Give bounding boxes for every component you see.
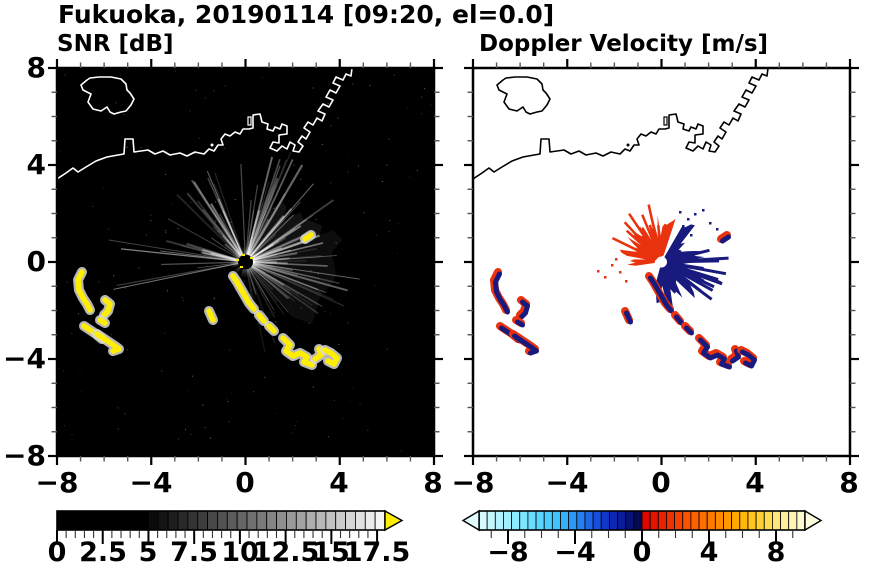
- colorbar-tick-label: −8: [487, 537, 529, 568]
- colorbar-tick-label: 0: [632, 537, 652, 568]
- x-tick-label: −8: [35, 466, 79, 499]
- figure-title: Fukuoka, 20190114 [09:20, el=0.0]: [58, 0, 555, 29]
- x-tick-label: 4: [329, 466, 349, 499]
- snr-panel-title: SNR [dB]: [57, 31, 174, 57]
- x-tick-label: 8: [839, 466, 859, 499]
- colorbar-tick-label: 10: [221, 537, 259, 568]
- doppler-colorbar: [461, 509, 823, 544]
- colorbar-tick-label: 2.5: [79, 537, 127, 568]
- x-tick-label: −8: [451, 466, 495, 499]
- x-tick-label: 4: [745, 466, 765, 499]
- y-tick-label: −4: [3, 342, 46, 375]
- y-tick-label: 0: [26, 245, 46, 278]
- doppler-map-panel: [464, 59, 859, 465]
- colorbar-tick-label: 0: [47, 537, 67, 568]
- colorbar-tick-label: 12.5: [252, 537, 320, 568]
- x-tick-label: −4: [545, 466, 589, 499]
- x-tick-label: 0: [651, 466, 671, 499]
- snr-map-panel: [48, 59, 443, 465]
- y-tick-label: −8: [3, 439, 46, 472]
- y-tick-label: 4: [26, 148, 46, 181]
- x-tick-label: 0: [235, 466, 255, 499]
- y-tick-label: 8: [26, 51, 46, 84]
- colorbar-tick-label: −4: [554, 537, 596, 568]
- colorbar-tick-label: 8: [766, 537, 786, 568]
- snr-colorbar: [56, 509, 404, 544]
- x-tick-label: −4: [129, 466, 173, 499]
- colorbar-tick-label: 4: [699, 537, 719, 568]
- doppler-panel-title: Doppler Velocity [m/s]: [479, 31, 769, 57]
- colorbar-tick-label: 17.5: [343, 537, 411, 568]
- colorbar-tick-label: 15: [312, 537, 350, 568]
- colorbar-tick-label: 7.5: [170, 537, 218, 568]
- x-tick-label: 8: [423, 466, 443, 499]
- colorbar-tick-label: 5: [138, 537, 158, 568]
